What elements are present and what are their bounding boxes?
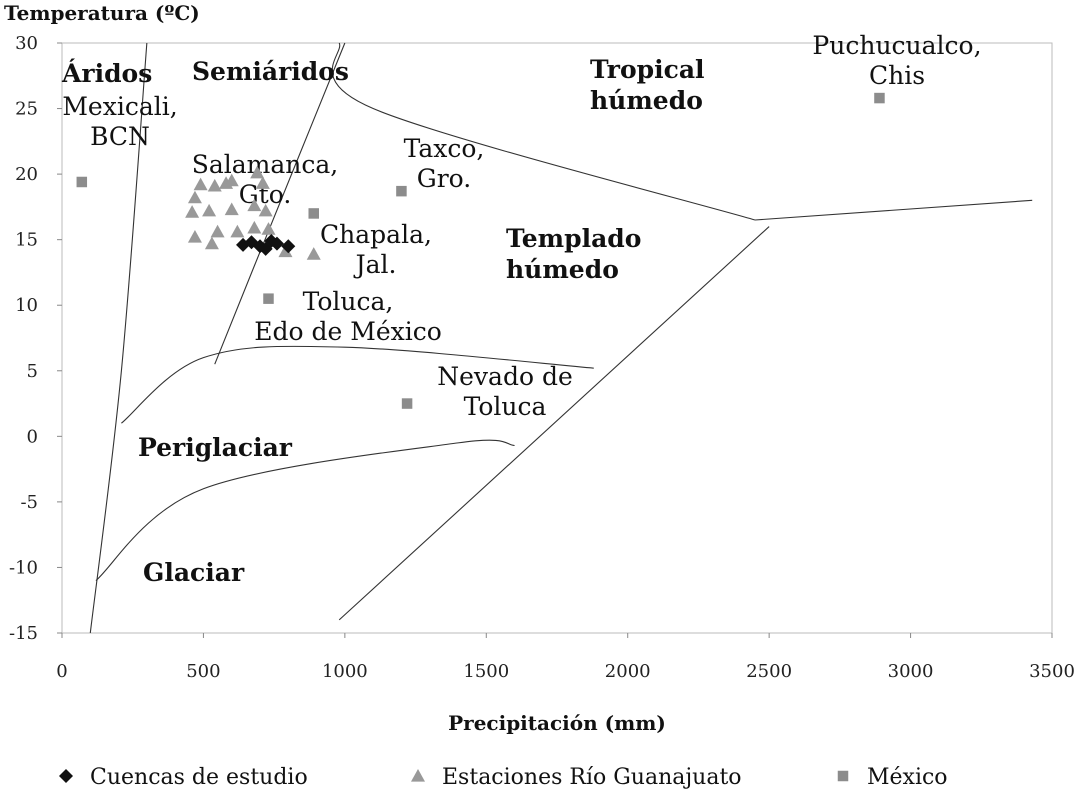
y-tick-label: 5: [27, 361, 38, 382]
y-axis-title: Temperatura (ºC): [4, 1, 200, 25]
triangle-point: [224, 173, 239, 187]
x-tick-label: 500: [186, 661, 220, 682]
zone-boundary: [95, 439, 515, 581]
square-point: [396, 185, 407, 197]
data-points: [76, 92, 885, 409]
place-label: Taxco,: [404, 134, 485, 163]
place-labels: Mexicali,BCNSalamanca,Gto.Taxco,Gro.Chap…: [62, 31, 981, 421]
triangle-point: [230, 224, 245, 238]
place-label: Chis: [869, 61, 925, 90]
y-tick-label: -5: [20, 492, 38, 513]
triangle-point: [185, 205, 200, 218]
diamond-point: [269, 236, 284, 251]
triangle-point: [207, 178, 222, 192]
legend-square-marker: [837, 770, 849, 782]
legend-triangle-marker: [411, 769, 425, 782]
x-tick-label: 3500: [1029, 661, 1075, 682]
triangle-point: [258, 203, 273, 217]
x-tick-label: 3000: [888, 661, 934, 682]
region-label: Periglaciar: [138, 433, 293, 462]
triangle-point: [202, 203, 217, 217]
square-point: [263, 293, 274, 304]
square-point: [401, 398, 413, 409]
triangle-point: [250, 165, 265, 179]
place-label: Mexicali,: [62, 92, 177, 121]
y-tick-label: 10: [15, 295, 38, 316]
place-label: Chapala,: [320, 220, 432, 249]
zone-boundary: [754, 199, 1033, 221]
zone-boundary: [121, 345, 594, 424]
place-label: BCN: [90, 122, 150, 151]
triangle-point: [278, 244, 293, 258]
region-label: Glaciar: [143, 558, 245, 587]
square-point: [308, 208, 319, 219]
triangle-point: [210, 224, 225, 238]
place-label: Toluca: [464, 392, 547, 421]
plot-area: [61, 42, 1053, 634]
y-tick-label: 20: [15, 164, 38, 185]
x-tick-label: 1000: [322, 661, 368, 682]
region-label: Semiáridos: [192, 57, 349, 86]
place-label: Puchucualco,: [812, 31, 981, 60]
triangle-point: [224, 202, 239, 216]
x-tick-label: 1500: [463, 661, 509, 682]
y-tick-label: -15: [9, 623, 38, 644]
legend-label: Estaciones Río Guanajuato: [442, 765, 742, 790]
diamond-point: [281, 239, 296, 254]
place-label: Gro.: [417, 164, 471, 193]
y-tick-label: 15: [15, 230, 38, 251]
triangle-point: [204, 236, 219, 250]
region-label: Templado: [506, 224, 641, 253]
triangle-point: [247, 198, 262, 212]
place-label: Jal.: [353, 250, 397, 279]
region-label: húmedo: [506, 255, 619, 284]
y-tick-label: -10: [9, 557, 38, 578]
climate-boundaries: [89, 42, 1033, 634]
zone-boundary: [331, 42, 756, 221]
x-tick-label: 2000: [605, 661, 651, 682]
zone-boundary: [338, 226, 770, 621]
square-point: [874, 92, 885, 104]
place-label: Edo de México: [254, 317, 442, 346]
region-label: Áridos: [61, 59, 152, 88]
triangle-point: [187, 230, 202, 243]
y-tick-label: 0: [27, 426, 38, 447]
triangle-point: [261, 222, 276, 235]
place-label: Salamanca,: [192, 150, 339, 179]
place-label: Nevado de: [437, 362, 573, 391]
legend-label: México: [867, 765, 948, 790]
region-label: Tropical: [590, 55, 705, 84]
legend-label: Cuencas de estudio: [90, 765, 308, 790]
triangle-point: [255, 176, 270, 189]
y-tick-label: 25: [15, 99, 38, 120]
triangle-point: [187, 190, 202, 204]
x-tick-label: 0: [56, 661, 67, 682]
legend-diamond-marker: [59, 769, 73, 783]
x-axis-title: Precipitación (mm): [448, 711, 666, 735]
region-label: húmedo: [590, 86, 703, 115]
zone-boundary: [89, 42, 148, 634]
x-tick-label: 2500: [746, 661, 792, 682]
place-label: Toluca,: [303, 287, 394, 316]
region-labels: Áridos Semiáridos TropicalhúmedoTempladohú…: [61, 55, 705, 587]
triangle-point: [193, 177, 208, 191]
triangle-point: [306, 247, 321, 260]
legend: Cuencas de estudio Estaciones Río Guanaju…: [59, 765, 948, 790]
triangle-point: [247, 220, 262, 234]
square-point: [76, 176, 88, 188]
axis-ticks: 0 500 1000 1500 2000 2500 3000 3500 30 25 20 15 10 5 0…: [9, 33, 1075, 682]
y-tick-label: 30: [15, 33, 38, 54]
